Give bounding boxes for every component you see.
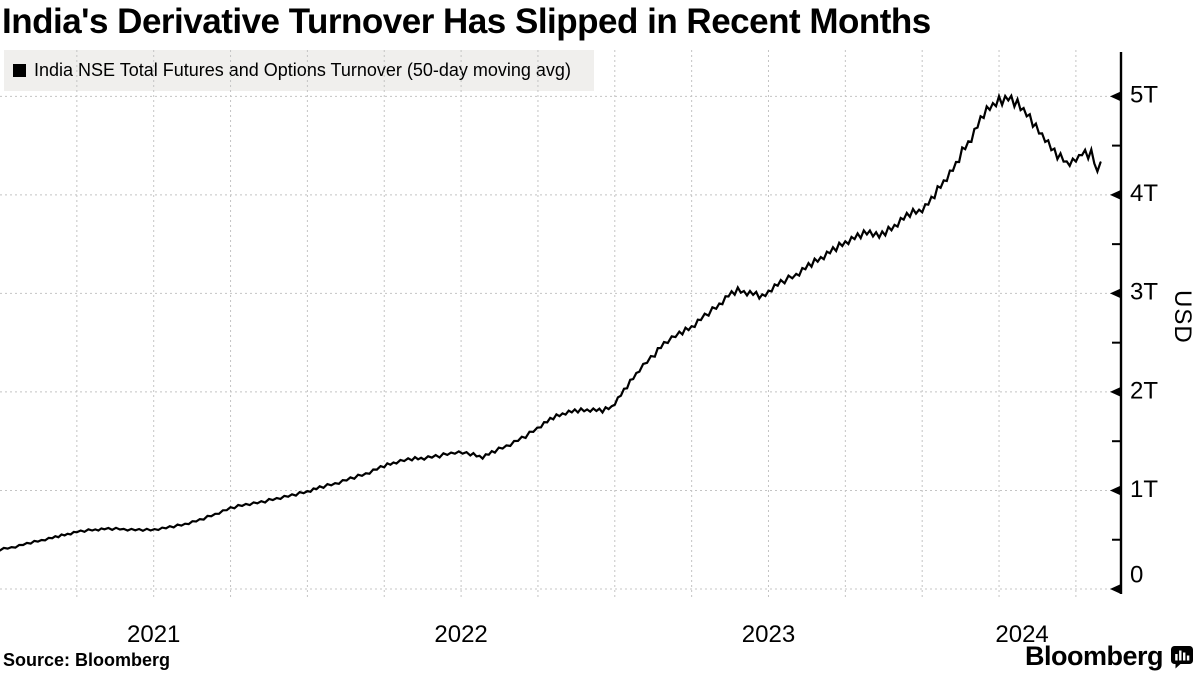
bloomberg-terminal-icon bbox=[1171, 645, 1193, 668]
legend-swatch-icon bbox=[13, 64, 26, 77]
x-axis-year-label: 2021 bbox=[127, 621, 180, 648]
y-axis-tick-label: 3T bbox=[1130, 279, 1158, 306]
y-axis-unit-label: USD bbox=[1169, 290, 1196, 344]
series-line bbox=[0, 92, 1102, 552]
x-axis-year-label: 2022 bbox=[434, 621, 487, 648]
y-axis-tick-arrow bbox=[1110, 485, 1121, 496]
y-axis-tick-label: 4T bbox=[1130, 180, 1158, 207]
bloomberg-logo: Bloomberg bbox=[1025, 641, 1194, 672]
y-axis-tick-arrow bbox=[1110, 91, 1121, 102]
legend-label: India NSE Total Futures and Options Turn… bbox=[34, 60, 571, 80]
legend: India NSE Total Futures and Options Turn… bbox=[4, 50, 594, 91]
y-axis-tick-arrow bbox=[1110, 386, 1121, 397]
bloomberg-wordmark: Bloomberg bbox=[1024, 641, 1164, 671]
y-axis-tick-arrow bbox=[1110, 189, 1121, 200]
y-axis-tick-arrow bbox=[1110, 584, 1121, 594]
y-axis-tick-arrow bbox=[1110, 288, 1121, 299]
x-axis-year-label: 2023 bbox=[742, 621, 795, 648]
y-axis-tick-label: 2T bbox=[1130, 377, 1158, 404]
y-axis-tick-label: 1T bbox=[1130, 476, 1158, 503]
x-axis-year-label: 2024 bbox=[995, 621, 1048, 648]
source-note: Source: Bloomberg bbox=[3, 650, 171, 670]
chart-title: India's Derivative Turnover Has Slipped … bbox=[2, 2, 931, 41]
y-axis-tick-label: 0 bbox=[1130, 561, 1143, 588]
y-axis-tick-label: 5T bbox=[1130, 82, 1158, 109]
